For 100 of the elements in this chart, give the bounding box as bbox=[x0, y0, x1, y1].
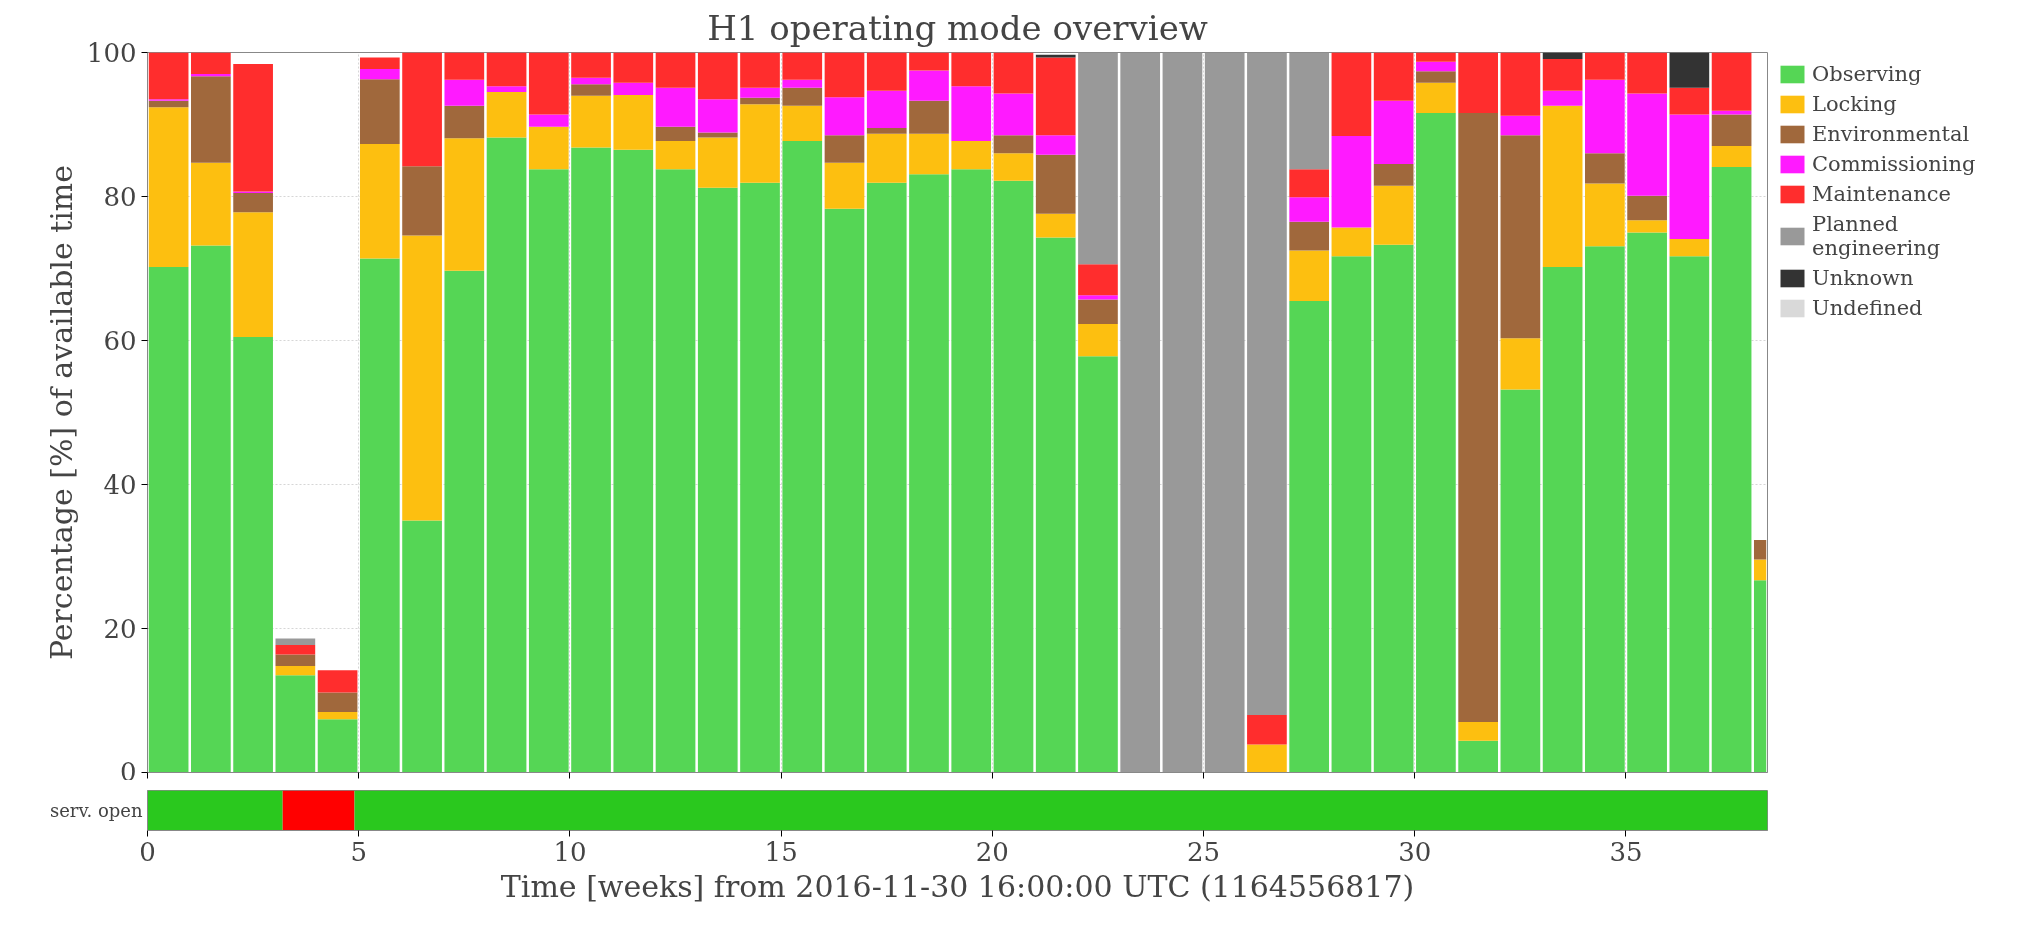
bar bbox=[1627, 52, 1667, 94]
bar bbox=[571, 95, 611, 148]
legend-label: Maintenance bbox=[1812, 182, 1951, 206]
bar bbox=[951, 169, 992, 773]
bar bbox=[317, 670, 358, 693]
bar bbox=[528, 169, 569, 773]
bar bbox=[486, 86, 527, 93]
bar bbox=[275, 638, 316, 646]
bar bbox=[1627, 220, 1667, 233]
bar bbox=[1078, 264, 1118, 296]
bar bbox=[824, 97, 865, 136]
legend-label: Planned engineering bbox=[1812, 212, 1941, 260]
bar bbox=[993, 52, 1034, 94]
bar bbox=[993, 93, 1034, 136]
bar bbox=[909, 133, 949, 175]
bar bbox=[444, 52, 485, 80]
bar bbox=[1035, 57, 1076, 136]
bar bbox=[909, 174, 949, 773]
bar bbox=[655, 52, 696, 88]
bar bbox=[740, 97, 780, 105]
bar bbox=[1458, 740, 1498, 773]
y-tick-label: 80 bbox=[103, 182, 137, 212]
x-axis-title: Time [weeks] from 2016-11-30 16:00:00 UTC (1164556817) bbox=[500, 868, 1415, 904]
bar bbox=[782, 79, 823, 88]
legend-label: Commissioning bbox=[1812, 152, 1976, 176]
bar bbox=[1669, 114, 1710, 239]
x-tick-label: 10 bbox=[553, 836, 587, 867]
bar bbox=[486, 52, 527, 87]
bar bbox=[191, 52, 231, 75]
bar bbox=[824, 208, 865, 773]
bar bbox=[1035, 213, 1076, 238]
bar bbox=[444, 105, 485, 139]
bar bbox=[1247, 744, 1287, 773]
bar bbox=[740, 182, 780, 773]
bar bbox=[402, 520, 442, 773]
bar bbox=[282, 790, 355, 831]
bar bbox=[1373, 164, 1414, 186]
bar bbox=[1542, 58, 1583, 91]
bar bbox=[824, 135, 865, 163]
legend-label: Observing bbox=[1812, 62, 1922, 86]
bar bbox=[1035, 135, 1076, 155]
bar bbox=[824, 162, 865, 209]
y-axis-title: Percentage [%] of available time bbox=[43, 164, 79, 661]
bar bbox=[191, 74, 231, 77]
bar bbox=[1120, 52, 1161, 773]
bar bbox=[571, 84, 611, 96]
bar bbox=[655, 141, 696, 170]
bar bbox=[1416, 82, 1456, 113]
bar bbox=[571, 77, 611, 85]
bar bbox=[354, 790, 1768, 831]
bar bbox=[613, 94, 654, 150]
y-tick-label: 20 bbox=[103, 614, 137, 644]
bar bbox=[1627, 93, 1667, 196]
bar bbox=[824, 52, 865, 98]
bar bbox=[740, 52, 780, 88]
bar bbox=[655, 126, 696, 142]
bar bbox=[528, 52, 569, 115]
bar bbox=[1035, 54, 1076, 58]
bar bbox=[1289, 197, 1330, 222]
bar bbox=[993, 153, 1034, 181]
bar bbox=[359, 143, 400, 259]
bar bbox=[866, 133, 907, 183]
bar bbox=[909, 52, 949, 71]
x-tick-label: 0 bbox=[139, 836, 156, 867]
bar bbox=[613, 149, 654, 773]
bar bbox=[402, 166, 442, 236]
bar bbox=[444, 138, 485, 271]
bar bbox=[147, 790, 283, 831]
bar bbox=[993, 180, 1034, 773]
bar bbox=[1500, 52, 1541, 116]
bar bbox=[1416, 112, 1456, 773]
bar bbox=[1627, 195, 1667, 221]
bar bbox=[866, 182, 907, 773]
bar bbox=[866, 52, 907, 91]
bar bbox=[1373, 244, 1414, 773]
bar bbox=[1331, 52, 1372, 137]
bar bbox=[444, 79, 485, 106]
bar bbox=[655, 169, 696, 773]
bar bbox=[1416, 61, 1456, 72]
bar bbox=[1500, 115, 1541, 136]
bar bbox=[233, 192, 273, 213]
bar bbox=[1331, 227, 1372, 257]
bar bbox=[1289, 250, 1330, 301]
bar bbox=[1416, 71, 1456, 83]
x-tick-label: 5 bbox=[350, 836, 367, 867]
bar bbox=[275, 645, 316, 655]
bar bbox=[951, 86, 992, 142]
legend-label: Undefined bbox=[1812, 296, 1923, 320]
bar bbox=[909, 100, 949, 134]
bar bbox=[740, 104, 780, 183]
bar bbox=[613, 82, 654, 95]
bar bbox=[1542, 90, 1583, 106]
bar bbox=[1373, 185, 1414, 245]
bar bbox=[486, 137, 527, 773]
bar bbox=[1542, 105, 1583, 268]
bar bbox=[782, 105, 823, 142]
bar bbox=[1669, 52, 1710, 88]
x-tick-label: 20 bbox=[975, 836, 1009, 867]
bar bbox=[1078, 299, 1118, 324]
bar bbox=[909, 70, 949, 101]
